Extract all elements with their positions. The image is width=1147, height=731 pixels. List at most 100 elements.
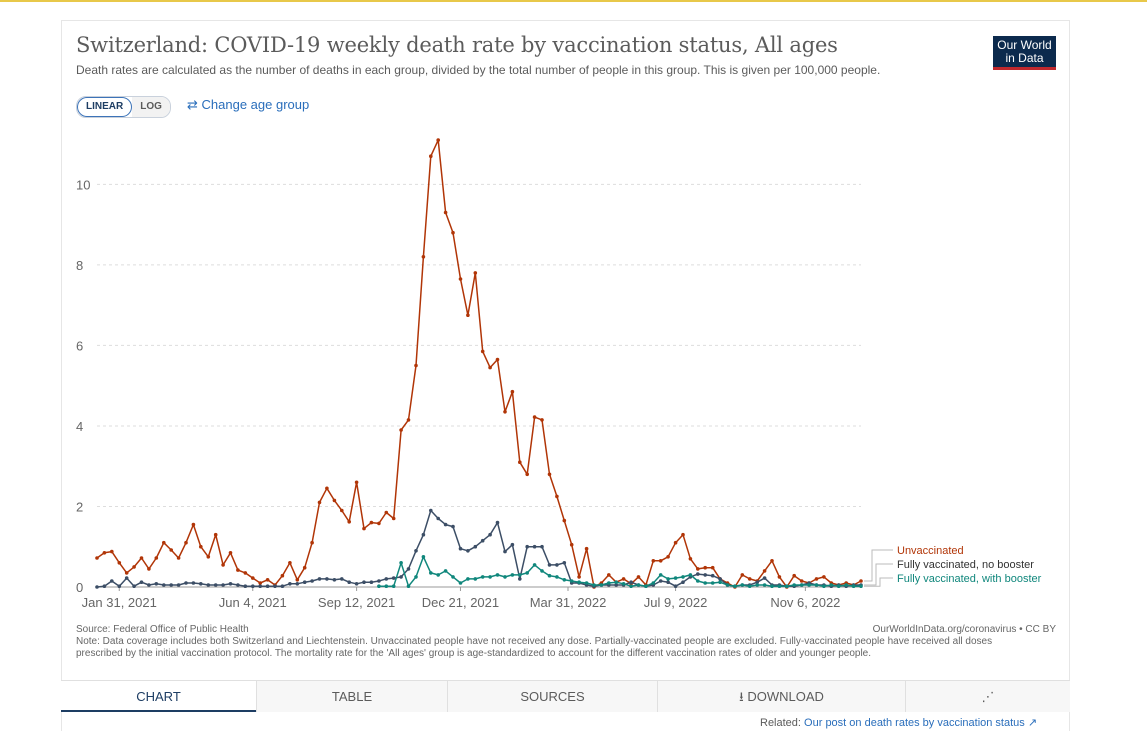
data-point — [414, 363, 418, 368]
y-tick-label: 10 — [76, 177, 90, 192]
owid-logo[interactable]: Our World in Data — [993, 36, 1056, 70]
data-point — [199, 582, 203, 586]
data-point — [540, 569, 544, 573]
data-point — [614, 583, 618, 587]
data-point — [822, 575, 826, 579]
data-point — [243, 584, 248, 588]
data-point — [362, 526, 366, 531]
data-point — [317, 500, 322, 505]
data-point — [525, 544, 529, 549]
data-point — [236, 568, 240, 572]
data-point — [562, 518, 567, 523]
data-point — [740, 573, 745, 577]
related-post-link[interactable]: Our post on death rates by vaccination s… — [804, 717, 1025, 729]
data-point — [547, 472, 552, 477]
x-tick-label: Mar 31, 2022 — [530, 595, 607, 610]
data-point — [206, 583, 211, 587]
legend-connector — [864, 563, 893, 586]
data-point — [228, 582, 233, 586]
data-point — [480, 349, 485, 354]
data-point — [184, 581, 188, 585]
legend-label: Fully vaccinated, no booster — [897, 559, 1034, 571]
data-point — [399, 561, 403, 565]
tab-sources[interactable]: SOURCES — [447, 681, 657, 712]
data-point — [503, 549, 507, 554]
data-point — [228, 551, 233, 555]
data-point — [176, 583, 181, 587]
data-point — [532, 415, 537, 419]
data-point — [458, 546, 463, 551]
tab-table[interactable]: TABLE — [256, 681, 447, 712]
credit-link[interactable]: OurWorldInData.org/coronavirus • CC BY — [872, 624, 1056, 635]
tab-share[interactable]: ⋰ — [905, 681, 1070, 712]
data-point — [814, 577, 819, 581]
legend-label: Unvaccinated — [897, 545, 964, 557]
data-point — [792, 583, 796, 587]
data-point — [829, 583, 834, 587]
data-point — [607, 581, 611, 585]
data-point — [288, 561, 292, 565]
data-point — [325, 577, 329, 581]
data-point — [443, 569, 448, 573]
data-point — [547, 573, 552, 578]
data-point — [466, 549, 470, 553]
data-point — [162, 583, 166, 587]
data-point — [377, 584, 381, 588]
data-point — [488, 365, 492, 370]
data-point — [429, 508, 433, 513]
data-point — [710, 581, 715, 585]
source-text: Source: Federal Office of Public Health — [76, 624, 249, 635]
data-point — [518, 577, 522, 581]
data-point — [117, 561, 122, 565]
data-point — [718, 577, 722, 581]
tab-download[interactable]: ⭳ DOWNLOAD — [657, 681, 905, 712]
data-point — [302, 565, 307, 570]
data-point — [569, 579, 574, 583]
data-point — [703, 581, 707, 585]
data-point — [755, 583, 759, 587]
log-scale-button[interactable]: LOG — [132, 97, 170, 117]
x-tick-label: Nov 6, 2022 — [770, 595, 840, 610]
change-age-group-label: Change age group — [201, 97, 310, 112]
data-point — [117, 584, 122, 588]
legend-label: Fully vaccinated, with booster — [897, 573, 1042, 585]
logo-line-2: in Data — [1005, 51, 1044, 65]
data-point — [199, 544, 203, 549]
data-point — [406, 567, 411, 571]
data-point — [473, 544, 478, 549]
x-tick-label: Dec 21, 2021 — [422, 595, 499, 610]
data-point — [302, 580, 307, 584]
data-point — [629, 580, 633, 584]
data-point — [184, 540, 188, 545]
data-point — [696, 572, 700, 576]
linear-scale-button[interactable]: LINEAR — [77, 97, 133, 117]
data-point — [799, 583, 804, 587]
data-point — [621, 582, 626, 586]
data-point — [347, 580, 352, 584]
data-point — [540, 544, 544, 549]
scale-toggle[interactable]: LINEAR LOG — [76, 96, 171, 118]
data-point — [251, 584, 255, 588]
data-point — [377, 521, 381, 526]
data-point — [391, 516, 396, 521]
change-age-group-button[interactable]: ⇄ Change age group — [187, 97, 309, 113]
data-point — [169, 548, 173, 552]
data-point — [421, 254, 426, 259]
data-point — [354, 582, 359, 586]
data-point — [658, 559, 663, 563]
data-point — [696, 567, 700, 571]
data-point — [443, 522, 448, 527]
data-point — [406, 584, 411, 588]
data-point — [369, 580, 374, 584]
data-point — [362, 580, 366, 584]
data-point — [236, 583, 240, 587]
data-point — [562, 578, 567, 582]
series-line — [378, 556, 861, 587]
data-point — [221, 563, 225, 567]
data-point — [555, 563, 559, 567]
tab-chart[interactable]: CHART — [61, 681, 256, 712]
x-tick-label: Jul 9, 2022 — [644, 595, 708, 610]
data-point — [154, 582, 159, 586]
data-point — [584, 546, 589, 551]
